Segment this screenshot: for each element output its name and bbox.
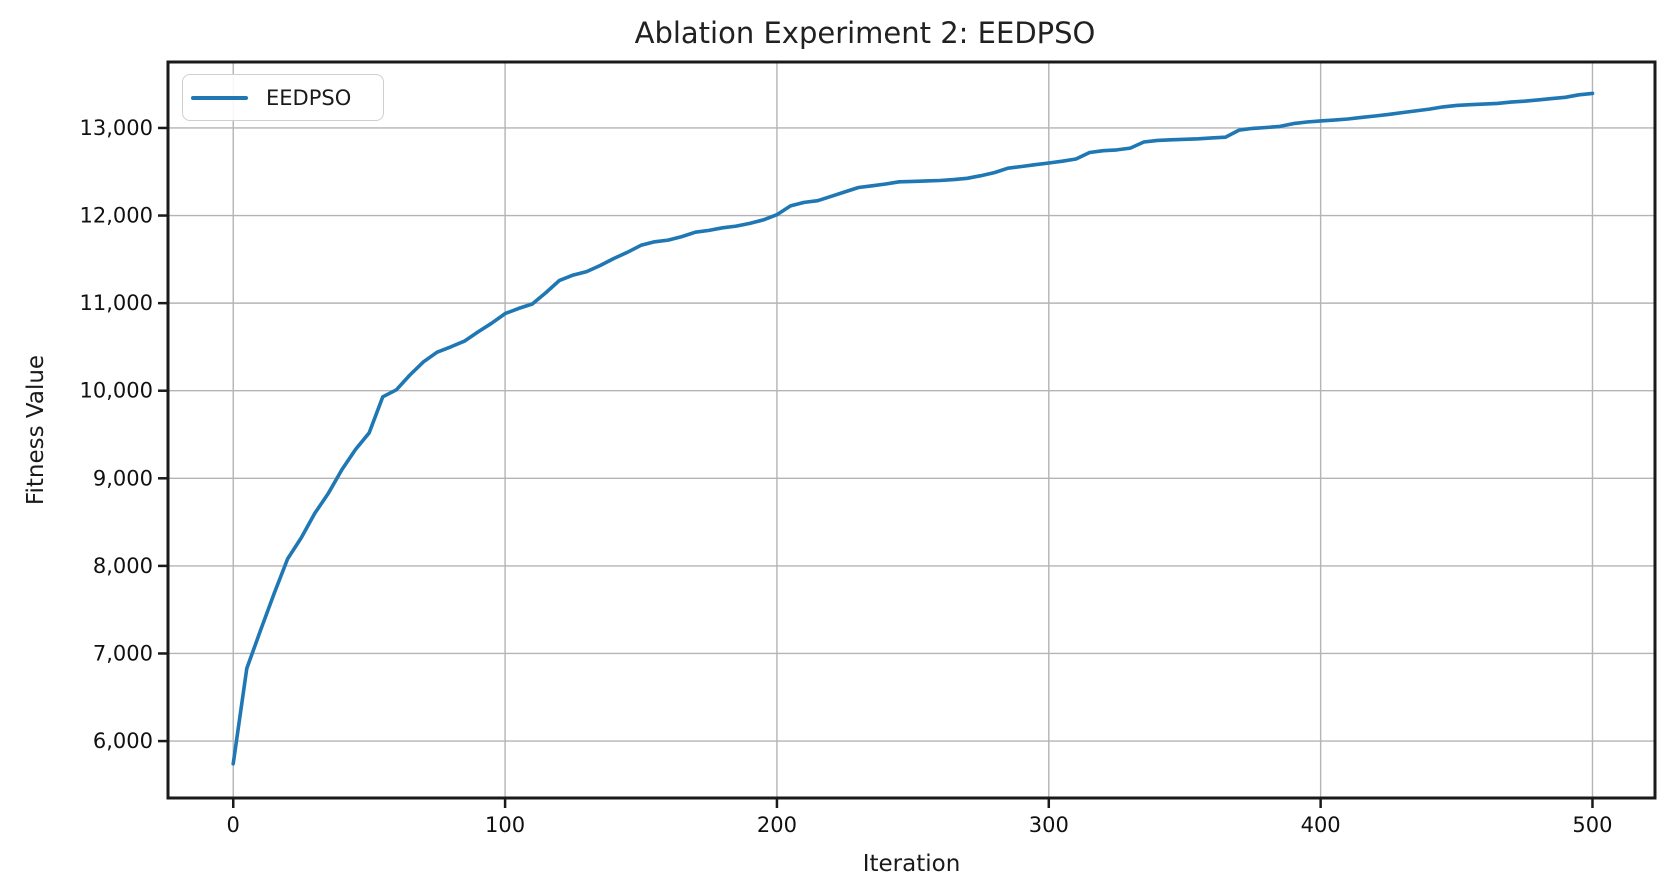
y-tick-label: 12,000 xyxy=(80,204,153,228)
legend-line-swatch xyxy=(191,95,248,100)
x-tick-label: 300 xyxy=(1029,813,1069,837)
y-tick-label: 6,000 xyxy=(93,729,153,753)
y-tick-label: 13,000 xyxy=(80,116,153,140)
plot-border xyxy=(166,60,1657,800)
x-tick-label: 200 xyxy=(757,813,797,837)
y-tick-label: 8,000 xyxy=(93,554,153,578)
y-tick-label: 9,000 xyxy=(93,466,153,490)
x-tick-label: 500 xyxy=(1572,813,1612,837)
x-tick-label: 0 xyxy=(227,813,240,837)
legend-label: EEDPSO xyxy=(266,85,352,110)
x-axis-label: Iteration xyxy=(862,851,961,877)
y-axis-label: Fitness Value xyxy=(23,354,49,506)
x-tick-label: 400 xyxy=(1301,813,1341,837)
y-tick-label: 7,000 xyxy=(93,641,153,665)
x-tick-label: 100 xyxy=(485,813,525,837)
legend: EEDPSO xyxy=(182,74,384,121)
y-tick-label: 10,000 xyxy=(80,379,153,403)
chart-title: Ablation Experiment 2: EEDPSO xyxy=(634,16,1096,50)
y-tick-label: 11,000 xyxy=(80,291,153,315)
series-line-eedpso xyxy=(231,91,1595,766)
